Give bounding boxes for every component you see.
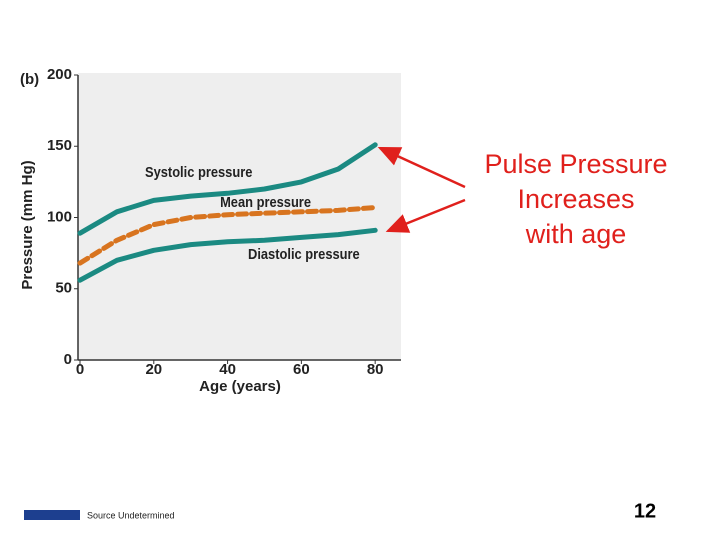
panel-label: (b) (20, 71, 39, 88)
series-label: Diastolic pressure (248, 245, 360, 262)
x-axis-label: Age (years) (199, 378, 281, 395)
series-label: Mean pressure (220, 193, 311, 210)
y-axis-label: Pressure (mm Hg) (19, 160, 36, 289)
series-line (77, 227, 378, 283)
y-tick-label: 200 (47, 66, 72, 83)
x-tick-label: 40 (219, 361, 236, 378)
y-tick-label: 100 (47, 208, 72, 225)
y-tick-label: 0 (64, 351, 72, 368)
series-label: Systolic pressure (145, 163, 253, 180)
arrow (377, 146, 466, 189)
annotation: Increases (517, 184, 634, 214)
annotation: Pulse Pressure (484, 149, 667, 179)
y-tick-label: 150 (47, 137, 72, 154)
arrow (385, 198, 466, 233)
logo (24, 510, 80, 520)
y-tick-label: 50 (55, 280, 72, 297)
x-tick-label: 0 (76, 361, 84, 378)
page-number: 12 (634, 500, 656, 522)
series-line (77, 205, 378, 266)
series-line (77, 142, 378, 236)
x-tick-label: 80 (367, 361, 384, 378)
annotation: with age (525, 219, 627, 249)
x-tick-label: 20 (145, 361, 162, 378)
source-note: Source Undetermined (87, 510, 175, 520)
x-tick-label: 60 (293, 361, 310, 378)
